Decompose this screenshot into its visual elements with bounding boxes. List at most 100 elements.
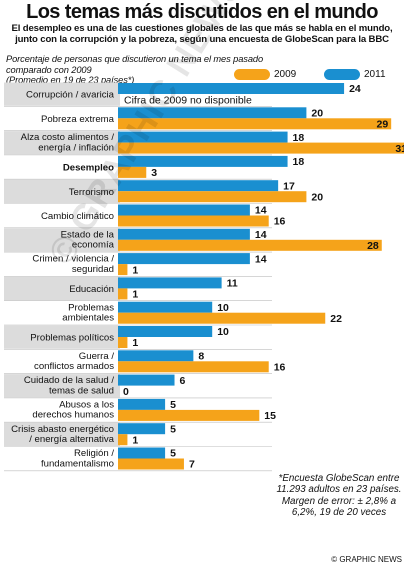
category-label-bg bbox=[4, 131, 120, 155]
bar-2011 bbox=[118, 277, 222, 289]
bar-2011 bbox=[118, 301, 213, 313]
category-label: Desempleo bbox=[63, 162, 114, 173]
bar-2009 bbox=[118, 239, 382, 251]
value-label-2009: 16 bbox=[274, 362, 286, 374]
bar-2011 bbox=[118, 155, 288, 167]
value-label-2009: 7 bbox=[189, 459, 195, 471]
category-label-line: / energía alternativa bbox=[29, 434, 114, 445]
value-label-2011: 14 bbox=[255, 205, 267, 217]
value-label-2009: 1 bbox=[132, 264, 138, 276]
value-label-2011: 14 bbox=[255, 229, 267, 241]
bar-2009 bbox=[118, 215, 269, 227]
category-label-bg bbox=[4, 82, 120, 106]
bar-2011 bbox=[118, 107, 307, 119]
value-label-2009: 1 bbox=[132, 337, 138, 349]
bar-2011 bbox=[118, 326, 213, 337]
footnote: *Encuesta GlobeScan entre 11.293 adultos… bbox=[276, 473, 402, 519]
category-label: Estado de la economía bbox=[61, 229, 115, 250]
bar-2009 bbox=[118, 434, 128, 446]
value-label-2011: 8 bbox=[198, 351, 204, 363]
value-label-2009: 22 bbox=[330, 313, 342, 325]
bar-2009 bbox=[118, 142, 404, 154]
bar-2009 bbox=[118, 458, 184, 470]
value-label-2011: 5 bbox=[170, 423, 176, 435]
value-label-2009: 29 bbox=[376, 119, 388, 131]
value-label-2009: 28 bbox=[367, 240, 379, 252]
category-label: Terrorismo bbox=[69, 187, 114, 198]
value-label-2009: 16 bbox=[274, 216, 286, 228]
bar-2011 bbox=[118, 447, 166, 459]
value-label-2011: 20 bbox=[311, 108, 323, 120]
value-label-2009: 31 bbox=[395, 143, 404, 155]
value-label-2011: 5 bbox=[170, 448, 176, 460]
category-label-bg bbox=[4, 179, 120, 203]
category-label-bg bbox=[4, 349, 120, 374]
value-label-2009: 0 bbox=[123, 386, 129, 398]
bar-2009 bbox=[118, 409, 260, 421]
value-label-2011: 5 bbox=[170, 399, 176, 411]
bar-2011 bbox=[118, 204, 250, 216]
value-label-2009: 15 bbox=[264, 410, 276, 422]
category-label-bg bbox=[4, 398, 120, 422]
bar-2011 bbox=[118, 374, 175, 386]
category-label-line: Problemas políticos bbox=[30, 333, 114, 344]
category-label-bg bbox=[4, 106, 120, 131]
value-label-2011: 6 bbox=[180, 375, 186, 387]
value-label-2011: 10 bbox=[217, 302, 229, 314]
category-label-line: Religión / bbox=[74, 448, 114, 459]
category-label: Guerra / conflictos armados bbox=[34, 351, 114, 372]
category-label-line: temas de salud bbox=[49, 385, 114, 396]
value-label-2009: 1 bbox=[132, 434, 138, 446]
category-label-line: Desempleo bbox=[63, 162, 114, 173]
bar-2011 bbox=[118, 131, 288, 143]
category-label: Crisis abasto energético / energía altern… bbox=[11, 424, 115, 445]
value-label-2011: 11 bbox=[227, 278, 238, 290]
category-label-line: conflictos armados bbox=[34, 361, 114, 372]
category-label: Educación bbox=[69, 284, 114, 295]
bar-2011 bbox=[118, 350, 194, 362]
category-label-line: Cambio climático bbox=[41, 211, 114, 222]
bar-2011 bbox=[118, 253, 250, 265]
category-label-bg bbox=[4, 204, 120, 228]
bar-2009 bbox=[118, 191, 307, 203]
category-label-bg bbox=[4, 422, 120, 446]
legend-label-2009: 2009 bbox=[274, 69, 297, 80]
value-label-2009: 20 bbox=[311, 191, 323, 203]
value-label-2011: 18 bbox=[293, 132, 305, 144]
category-label-line: economía bbox=[72, 240, 115, 251]
category-label-line: Guerra / bbox=[79, 351, 115, 362]
category-label: Problemas ambientales bbox=[62, 302, 114, 323]
category-label-line: Crimen / violencia / bbox=[32, 254, 114, 265]
chart-note: Porcentaje de personas que discutieron u… bbox=[6, 54, 306, 86]
category-label-line: Terrorismo bbox=[69, 187, 114, 198]
category-label-bg bbox=[4, 447, 120, 471]
category-label: Alza costo alimentos / energía / inflació… bbox=[21, 132, 115, 153]
category-label-line: energía / inflación bbox=[38, 142, 114, 153]
category-label: Corrupción / avaricia bbox=[26, 90, 115, 101]
category-label-bg bbox=[4, 155, 120, 179]
bar-2011 bbox=[118, 228, 250, 240]
bar-2011 bbox=[118, 83, 345, 94]
category-label: Cambio climático bbox=[41, 211, 114, 222]
value-label-2009: 1 bbox=[132, 289, 138, 301]
value-label-2011: 10 bbox=[217, 326, 229, 338]
category-label-bg bbox=[4, 252, 120, 276]
note-line-2: (Promedio en 19 de 23 países*) bbox=[6, 75, 135, 85]
bar-2009 bbox=[118, 337, 128, 348]
bar-chart: Corrupción / avaricia 24 Cifra de 2009 no … bbox=[4, 82, 404, 472]
category-label-line: Estado de la bbox=[61, 229, 115, 240]
category-label-bg bbox=[4, 301, 120, 325]
category-label: Cuidado de la salud / temas de salud bbox=[24, 375, 114, 396]
category-label: Abusos a los derechos humanos bbox=[32, 400, 114, 421]
value-label-2009: 3 bbox=[151, 167, 157, 179]
bar-2009 bbox=[118, 118, 392, 130]
chart-title: Los temas más discutidos en el mundo bbox=[26, 1, 378, 23]
bar-2009 bbox=[118, 361, 269, 373]
category-label-line: Pobreza extrema bbox=[41, 114, 115, 125]
missing-data-label: Cifra de 2009 no disponible bbox=[124, 95, 252, 107]
bar-2011 bbox=[118, 180, 279, 192]
bar-2009 bbox=[118, 264, 128, 276]
category-label: Pobreza extrema bbox=[41, 114, 115, 125]
category-label-line: derechos humanos bbox=[32, 410, 114, 421]
note-line-1: Porcentaje de personas que discutieron u… bbox=[6, 54, 264, 75]
